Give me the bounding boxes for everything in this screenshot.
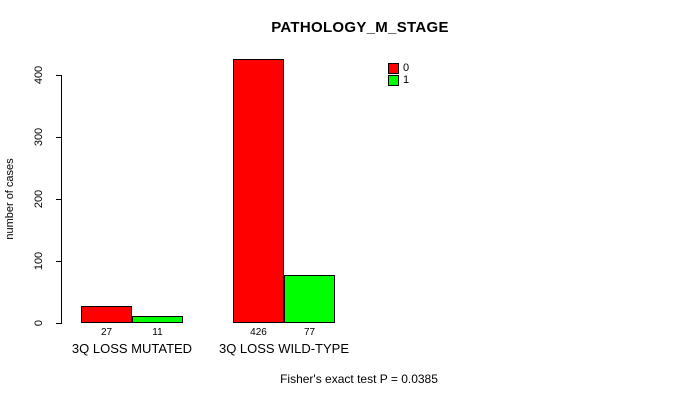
- legend-item-1: 1: [388, 74, 409, 86]
- y-axis-line: [61, 75, 62, 324]
- legend-swatch-green: [388, 74, 399, 86]
- legend-item-0: 0: [388, 62, 409, 74]
- y-tick-label: 200: [33, 189, 45, 209]
- bar-series0-group0: [81, 306, 132, 323]
- category-label: 3Q LOSS MUTATED: [71, 341, 193, 356]
- y-tick-label: 0: [33, 319, 45, 327]
- category-label: 3Q LOSS WILD-TYPE: [218, 341, 350, 356]
- y-tick: [56, 199, 61, 200]
- bar-value-label: 11: [152, 327, 163, 338]
- chart-title: PATHOLOGY_M_STAGE: [271, 19, 449, 36]
- legend-swatch-red: [388, 62, 399, 74]
- y-tick: [56, 75, 61, 76]
- y-tick-label: 400: [33, 65, 45, 85]
- bar-series1-group1: [284, 275, 335, 323]
- legend: 0 1: [388, 62, 409, 86]
- y-tick: [56, 261, 61, 262]
- bar-value-label: 77: [303, 327, 316, 338]
- y-tick-label: 300: [33, 127, 45, 147]
- bar-series0-group1: [233, 58, 284, 323]
- y-tick: [56, 323, 61, 324]
- y-tick-label: 100: [33, 251, 45, 271]
- legend-label-1: 1: [403, 74, 410, 86]
- annotation-text: Fisher's exact test P = 0.0385: [280, 372, 438, 386]
- bar-value-label: 27: [100, 327, 113, 338]
- y-tick: [56, 137, 61, 138]
- bar-series1-group0: [132, 316, 183, 323]
- y-axis-label: number of cases: [4, 158, 16, 240]
- legend-label-0: 0: [403, 62, 410, 74]
- bar-value-label: 426: [250, 327, 267, 338]
